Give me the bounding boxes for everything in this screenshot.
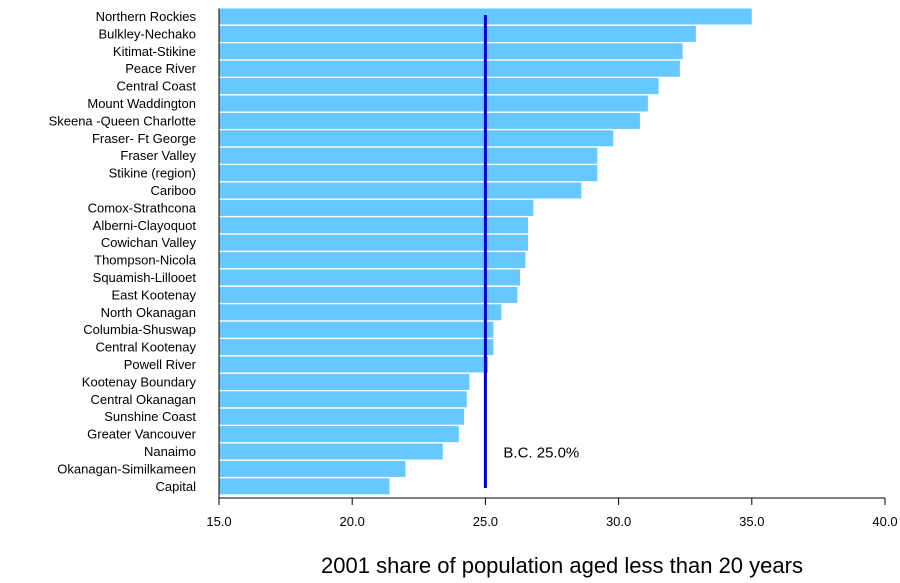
category-label: East Kootenay xyxy=(111,287,196,302)
category-label: Kitimat-Stikine xyxy=(113,44,196,59)
bars-group xyxy=(219,8,752,495)
x-axis-title: 2001 share of population aged less than … xyxy=(321,553,803,578)
category-label: Cowichan Valley xyxy=(101,235,197,250)
bar xyxy=(219,286,518,303)
category-label: Fraser- Ft George xyxy=(92,131,196,146)
bar xyxy=(219,321,494,338)
bar xyxy=(219,112,640,129)
bar xyxy=(219,130,614,147)
bar xyxy=(219,460,406,477)
category-label: Central Okanagan xyxy=(90,392,196,407)
category-label: Bulkley-Nechako xyxy=(98,26,196,41)
category-label: Okanagan-Similkameen xyxy=(57,461,196,476)
bar xyxy=(219,356,489,373)
category-label: Skeena -Queen Charlotte xyxy=(49,113,196,128)
x-tick-label: 15.0 xyxy=(206,514,231,529)
category-label: Mount Waddington xyxy=(87,96,196,111)
bar xyxy=(219,60,680,77)
category-label: Stikine (region) xyxy=(109,166,196,181)
category-label: Comox-Strathcona xyxy=(88,200,197,215)
category-label: Squamish-Lillooet xyxy=(93,270,197,285)
bar xyxy=(219,95,648,112)
category-label: Northern Rockies xyxy=(96,9,197,24)
category-label: Fraser Valley xyxy=(120,148,196,163)
bar xyxy=(219,234,529,251)
category-label: Cariboo xyxy=(150,183,196,198)
category-label: Central Coast xyxy=(117,79,197,94)
x-tick-label: 40.0 xyxy=(872,514,897,529)
bar xyxy=(219,443,443,460)
bar xyxy=(219,269,521,286)
bar xyxy=(219,478,390,495)
category-labels: Northern Rockies Bulkley-Nechako Kitimat-S… xyxy=(49,9,197,494)
bar xyxy=(219,43,683,60)
bar xyxy=(219,199,534,216)
x-tick-label: 20.0 xyxy=(340,514,365,529)
category-label: North Okanagan xyxy=(101,305,196,320)
category-label: Peace River xyxy=(125,61,196,76)
bar xyxy=(219,147,598,164)
category-label: Capital xyxy=(156,479,197,494)
category-label: Central Kootenay xyxy=(96,340,197,355)
bar xyxy=(219,391,467,408)
category-label: Alberni-Clayoquot xyxy=(93,218,197,233)
bar xyxy=(219,373,470,390)
bar xyxy=(219,78,659,95)
x-ticks: 15.0 20.0 25.0 30.0 35.0 40.0 xyxy=(206,498,898,529)
category-label: Columbia-Shuswap xyxy=(83,322,196,337)
bar xyxy=(219,182,582,199)
category-label: Kootenay Boundary xyxy=(82,374,197,389)
category-label: Powell River xyxy=(124,357,197,372)
category-label: Sunshine Coast xyxy=(104,409,196,424)
bar xyxy=(219,426,459,443)
x-tick-label: 30.0 xyxy=(606,514,631,529)
bar xyxy=(219,25,696,42)
bc-reference-label: B.C. 25.0% xyxy=(503,445,579,462)
category-label: Nanaimo xyxy=(144,444,196,459)
x-tick-label: 35.0 xyxy=(739,514,764,529)
category-label: Greater Vancouver xyxy=(87,427,197,442)
category-label: Thompson-Nicola xyxy=(94,253,197,268)
bar xyxy=(219,165,598,182)
bar xyxy=(219,252,526,269)
x-tick-label: 25.0 xyxy=(473,514,498,529)
bar xyxy=(219,408,465,425)
bar xyxy=(219,217,529,234)
bar xyxy=(219,339,494,356)
bar xyxy=(219,304,502,321)
